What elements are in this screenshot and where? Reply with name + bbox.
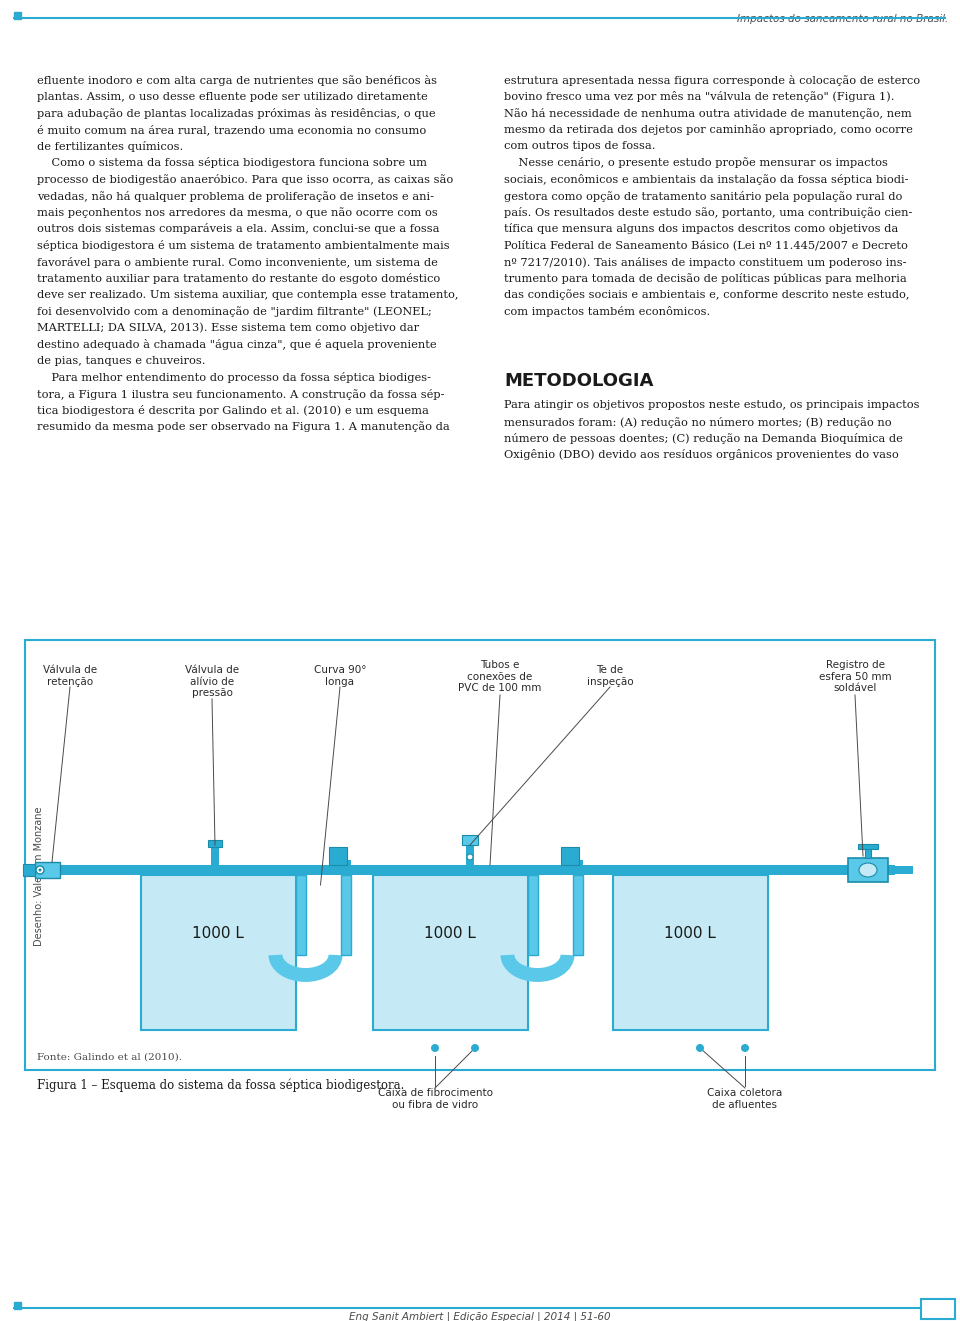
- Text: METODOLOGIA: METODOLOGIA: [504, 373, 654, 390]
- Text: trumento para tomada de decisão de políticas públicas para melhoria: trumento para tomada de decisão de polít…: [504, 273, 907, 284]
- Text: Fonte: Galindo et al (2010).: Fonte: Galindo et al (2010).: [37, 1053, 182, 1062]
- Text: Impactos do saneamento rural no Brasil.: Impactos do saneamento rural no Brasil.: [736, 15, 948, 24]
- Bar: [921, 1299, 955, 1318]
- Text: Válvula de
alívio de
pressão: Válvula de alívio de pressão: [185, 664, 239, 699]
- Text: efluente inodoro e com alta carga de nutrientes que são benéficos às: efluente inodoro e com alta carga de nut…: [37, 75, 437, 86]
- Bar: [330, 860, 350, 875]
- Text: Curva 90°
longa: Curva 90° longa: [314, 664, 367, 687]
- Circle shape: [467, 853, 473, 860]
- Text: mensurados foram: (A) redução no número mortes; (B) redução no: mensurados foram: (A) redução no número …: [504, 416, 892, 428]
- Text: séptica biodigestora é um sistema de tratamento ambientalmente mais: séptica biodigestora é um sistema de tra…: [37, 240, 449, 251]
- Circle shape: [696, 1044, 704, 1052]
- Bar: [14, 12, 21, 18]
- Text: 1000 L: 1000 L: [664, 926, 716, 942]
- Bar: [211, 845, 219, 865]
- Bar: [35, 863, 60, 878]
- Text: de pias, tanques e chuveiros.: de pias, tanques e chuveiros.: [37, 355, 205, 366]
- Text: outros dois sistemas comparáveis a ela. Assim, conclui-se que a fossa: outros dois sistemas comparáveis a ela. …: [37, 223, 440, 235]
- Text: de fertilizantes químicos.: de fertilizantes químicos.: [37, 141, 183, 152]
- Bar: [466, 843, 474, 865]
- Text: número de pessoas doentes; (C) redução na Demanda Bioquímica de: número de pessoas doentes; (C) redução n…: [504, 433, 902, 444]
- Bar: [296, 875, 305, 955]
- Text: Registro de
esfera 50 mm
soldável: Registro de esfera 50 mm soldável: [819, 660, 891, 694]
- Text: sociais, econômicos e ambientais da instalação da fossa séptica biodi-: sociais, econômicos e ambientais da inst…: [504, 174, 908, 185]
- Text: Política Federal de Saneamento Básico (Lei nº 11.445/2007 e Decreto: Política Federal de Saneamento Básico (L…: [504, 240, 908, 251]
- Text: processo de biodigestão anaeróbico. Para que isso ocorra, as caixas são: processo de biodigestão anaeróbico. Para…: [37, 174, 453, 185]
- Bar: [328, 847, 347, 865]
- Text: gestora como opção de tratamento sanitário pela população rural do: gestora como opção de tratamento sanitár…: [504, 190, 902, 202]
- Text: Figura 1 – Esquema do sistema da fossa séptica biodigestora.: Figura 1 – Esquema do sistema da fossa s…: [37, 1078, 404, 1091]
- Text: 1000 L: 1000 L: [424, 926, 476, 942]
- Bar: [612, 875, 767, 1030]
- Text: bovino fresco uma vez por mês na "válvula de retenção" (Figura 1).: bovino fresco uma vez por mês na "válvul…: [504, 91, 895, 103]
- Text: país. Os resultados deste estudo são, portanto, uma contribuição cien-: país. Os resultados deste estudo são, po…: [504, 207, 912, 218]
- Text: resumido da mesma pode ser observado na Figura 1. A manutenção da: resumido da mesma pode ser observado na …: [37, 421, 449, 432]
- Text: plantas. Assim, o uso desse efluente pode ser utilizado diretamente: plantas. Assim, o uso desse efluente pod…: [37, 91, 428, 102]
- Circle shape: [741, 1044, 749, 1052]
- Text: tífica que mensura alguns dos impactos descritos como objetivos da: tífica que mensura alguns dos impactos d…: [504, 223, 899, 235]
- Bar: [561, 847, 579, 865]
- Text: destino adequado à chamada "água cinza", que é aquela proveniente: destino adequado à chamada "água cinza",…: [37, 339, 437, 350]
- Circle shape: [471, 1044, 479, 1052]
- Text: Caixa coletora
de afluentes: Caixa coletora de afluentes: [708, 1089, 782, 1110]
- Bar: [23, 864, 35, 876]
- Text: Válvula de
retenção: Válvula de retenção: [43, 664, 97, 687]
- Text: para adubação de plantas localizadas próximas às residências, o que: para adubação de plantas localizadas pró…: [37, 108, 436, 119]
- Text: foi desenvolvido com a denominação de "jardim filtrante" (LEONEL;: foi desenvolvido com a denominação de "j…: [37, 306, 432, 317]
- Bar: [572, 875, 583, 955]
- Bar: [888, 867, 913, 875]
- Text: favorável para o ambiente rural. Como inconveniente, um sistema de: favorável para o ambiente rural. Como in…: [37, 256, 438, 267]
- Text: tratamento auxiliar para tratamento do restante do esgoto doméstico: tratamento auxiliar para tratamento do r…: [37, 273, 441, 284]
- Ellipse shape: [859, 863, 877, 877]
- Text: é muito comum na área rural, trazendo uma economia no consumo: é muito comum na área rural, trazendo um…: [37, 124, 426, 135]
- Bar: [858, 844, 878, 849]
- Text: nº 7217/2010). Tais análises de impacto constituem um poderoso ins-: nº 7217/2010). Tais análises de impacto …: [504, 256, 906, 267]
- Text: Não há necessidade de nenhuma outra atividade de manutenção, nem: Não há necessidade de nenhuma outra ativ…: [504, 108, 912, 119]
- Text: com impactos também econômicos.: com impactos também econômicos.: [504, 306, 710, 317]
- Text: Como o sistema da fossa séptica biodigestora funciona sobre um: Como o sistema da fossa séptica biodiges…: [37, 157, 427, 169]
- Bar: [372, 875, 527, 1030]
- Bar: [341, 875, 350, 955]
- Text: mais peçonhentos nos arredores da mesma, o que não ocorre com os: mais peçonhentos nos arredores da mesma,…: [37, 207, 438, 218]
- Bar: [25, 639, 935, 1070]
- Circle shape: [431, 1044, 439, 1052]
- Text: 53: 53: [927, 1301, 948, 1317]
- Circle shape: [36, 867, 44, 875]
- Text: Eng Sanit Ambiert | Edição Especial | 2014 | 51-60: Eng Sanit Ambiert | Edição Especial | 20…: [349, 1312, 611, 1321]
- Text: Desenho: Valentim Monzane: Desenho: Valentim Monzane: [34, 807, 44, 946]
- Text: Oxigênio (DBO) devido aos resíduos orgânicos provenientes do vaso: Oxigênio (DBO) devido aos resíduos orgân…: [504, 449, 899, 461]
- Bar: [848, 859, 888, 882]
- Text: Te de
inspeção: Te de inspeção: [587, 664, 634, 687]
- Bar: [462, 835, 478, 845]
- Text: Para melhor entendimento do processo da fossa séptica biodiges-: Para melhor entendimento do processo da …: [37, 373, 431, 383]
- Text: Para atingir os objetivos propostos neste estudo, os principais impactos: Para atingir os objetivos propostos nest…: [504, 400, 920, 410]
- Bar: [62, 865, 895, 875]
- Bar: [32, 865, 62, 875]
- Text: deve ser realizado. Um sistema auxiliar, que contempla esse tratamento,: deve ser realizado. Um sistema auxiliar,…: [37, 289, 459, 300]
- Circle shape: [38, 868, 41, 872]
- Text: vedadas, não há qualquer problema de proliferação de insetos e ani-: vedadas, não há qualquer problema de pro…: [37, 190, 434, 202]
- Text: tica biodigestora é descrita por Galindo et al. (2010) e um esquema: tica biodigestora é descrita por Galindo…: [37, 406, 429, 416]
- Text: Tubos e
conexões de
PVC de 100 mm: Tubos e conexões de PVC de 100 mm: [458, 660, 541, 694]
- Bar: [208, 840, 222, 847]
- Text: estrutura apresentada nessa figura corresponde à colocação de esterco: estrutura apresentada nessa figura corre…: [504, 75, 920, 86]
- Text: 1000 L: 1000 L: [192, 926, 244, 942]
- Text: mesmo da retirada dos dejetos por caminhão apropriado, como ocorre: mesmo da retirada dos dejetos por caminh…: [504, 124, 913, 135]
- Bar: [865, 848, 871, 859]
- Bar: [563, 860, 583, 875]
- Text: MARTELLI; DA SILVA, 2013). Esse sistema tem como objetivo dar: MARTELLI; DA SILVA, 2013). Esse sistema …: [37, 322, 420, 333]
- Bar: [14, 1303, 21, 1309]
- Bar: [527, 875, 538, 955]
- Text: Caixa de fibrocimento
ou fibra de vidro: Caixa de fibrocimento ou fibra de vidro: [377, 1089, 492, 1110]
- Text: Nesse cenário, o presente estudo propõe mensurar os impactos: Nesse cenário, o presente estudo propõe …: [504, 157, 888, 169]
- Text: das condições sociais e ambientais e, conforme descrito neste estudo,: das condições sociais e ambientais e, co…: [504, 289, 909, 300]
- Text: tora, a Figura 1 ilustra seu funcionamento. A construção da fossa sép-: tora, a Figura 1 ilustra seu funcionamen…: [37, 388, 444, 399]
- Text: com outros tipos de fossa.: com outros tipos de fossa.: [504, 141, 656, 151]
- Bar: [140, 875, 296, 1030]
